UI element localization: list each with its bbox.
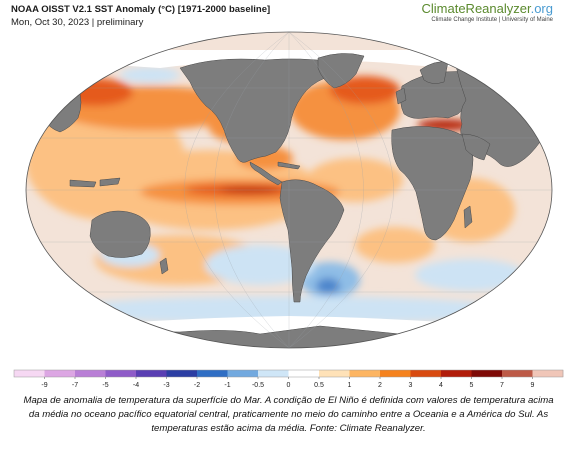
color-scale-tick-label: 0 xyxy=(287,382,291,389)
color-scale-tick-label: 1 xyxy=(348,382,352,389)
brand-name-suffix: .org xyxy=(530,1,553,16)
color-scale-cell xyxy=(227,370,259,377)
color-scale-cell xyxy=(502,370,533,377)
anomaly-bering-cool xyxy=(120,67,180,83)
color-scale-tick-label: -9 xyxy=(41,382,47,389)
color-scale-tick-label: 7 xyxy=(500,382,504,389)
brand-name-main: ClimateReanalyzer xyxy=(421,1,531,16)
globe-outline xyxy=(25,31,553,349)
grid-line-meridian-60w xyxy=(184,32,290,348)
north-america xyxy=(179,58,336,163)
madagascar xyxy=(463,205,473,229)
color-scale-cell xyxy=(441,370,472,377)
anomaly-southwest-atlantic-core xyxy=(316,278,340,294)
color-scale-cell xyxy=(532,370,564,377)
color-scale-tick-label: 4 xyxy=(439,382,443,389)
indonesia xyxy=(69,177,121,188)
scandinavia xyxy=(419,61,449,84)
color-scale-tick-label: -4 xyxy=(133,382,139,389)
color-scale-tick-label: -7 xyxy=(72,382,78,389)
anomaly-kuroshio-hotspot xyxy=(57,78,133,106)
grid-line-meridian-120e xyxy=(288,32,394,348)
color-scale-cell xyxy=(380,370,411,377)
color-scale-tick-label: -1 xyxy=(224,382,230,389)
sst-anomaly-map xyxy=(25,31,553,349)
color-scale-cell xyxy=(258,370,289,377)
color-scale-cell xyxy=(319,370,350,377)
figure-caption: Mapa de anomalia de temperatura da super… xyxy=(23,395,554,434)
color-scale-cell xyxy=(288,370,320,377)
color-scale-cell xyxy=(166,370,198,377)
anomaly-south-atlantic-warm xyxy=(355,227,435,263)
anomaly-north-atlantic-hotspot xyxy=(330,76,400,104)
color-scale-cell xyxy=(75,370,106,377)
central-america xyxy=(249,161,283,186)
color-scale-tick-label: 5 xyxy=(470,382,474,389)
arabian-peninsula xyxy=(461,133,491,161)
graticule xyxy=(26,32,552,348)
color-scale-tick-label: 3 xyxy=(409,382,413,389)
color-scale-tick-label: -3 xyxy=(163,382,169,389)
british-isles xyxy=(395,87,407,105)
color-scale-cells xyxy=(13,369,564,378)
anomaly-south-indian-cool xyxy=(415,259,525,291)
grid-line-meridian-60e xyxy=(288,32,364,348)
map-title: NOAA OISST V2.1 SST Anomaly (°C) [1971-2… xyxy=(11,4,271,15)
color-scale-tick-label: -5 xyxy=(102,382,108,389)
color-scale-cell xyxy=(197,370,228,377)
color-scale-cell xyxy=(44,370,76,377)
color-scale-tick-label: -0.5 xyxy=(252,382,264,389)
color-scale-legend: -9 -7 -5 -4 -3 -2 -1 -0.5 0 0.5 1 2 3 4 5 7 9 xyxy=(13,369,564,389)
color-scale-cell xyxy=(14,370,45,377)
greenland xyxy=(317,53,365,89)
anomaly-southeast-pacific-cool xyxy=(205,245,315,285)
brand-name: ClimateReanalyzer.org xyxy=(421,2,553,16)
color-scale-cell xyxy=(136,370,167,377)
africa xyxy=(391,126,474,241)
grid-line-meridian-120w xyxy=(214,32,290,348)
australia xyxy=(89,210,151,258)
brand-tagline: Climate Change Institute | University of… xyxy=(431,17,553,23)
color-scale-tick-label: 9 xyxy=(531,382,535,389)
color-scale-cell xyxy=(471,370,503,377)
map-date: Mon, Oct 30, 2023 | preliminary xyxy=(11,17,144,28)
color-scale-tick-label: -2 xyxy=(194,382,200,389)
color-scale-cell xyxy=(349,370,381,377)
color-scale-tick-label: 0.5 xyxy=(314,382,324,389)
color-scale-cell xyxy=(105,370,137,377)
antarctica xyxy=(39,325,541,348)
brand-logo[interactable]: ClimateReanalyzer.org Climate Change Ins… xyxy=(421,2,553,24)
color-scale-ticks: -9 -7 -5 -4 -3 -2 -1 -0.5 0 0.5 1 2 3 4 5 7 9 xyxy=(41,377,535,389)
color-scale-tick-label: 2 xyxy=(378,382,382,389)
new-zealand xyxy=(159,257,169,275)
color-scale-cell xyxy=(410,370,442,377)
